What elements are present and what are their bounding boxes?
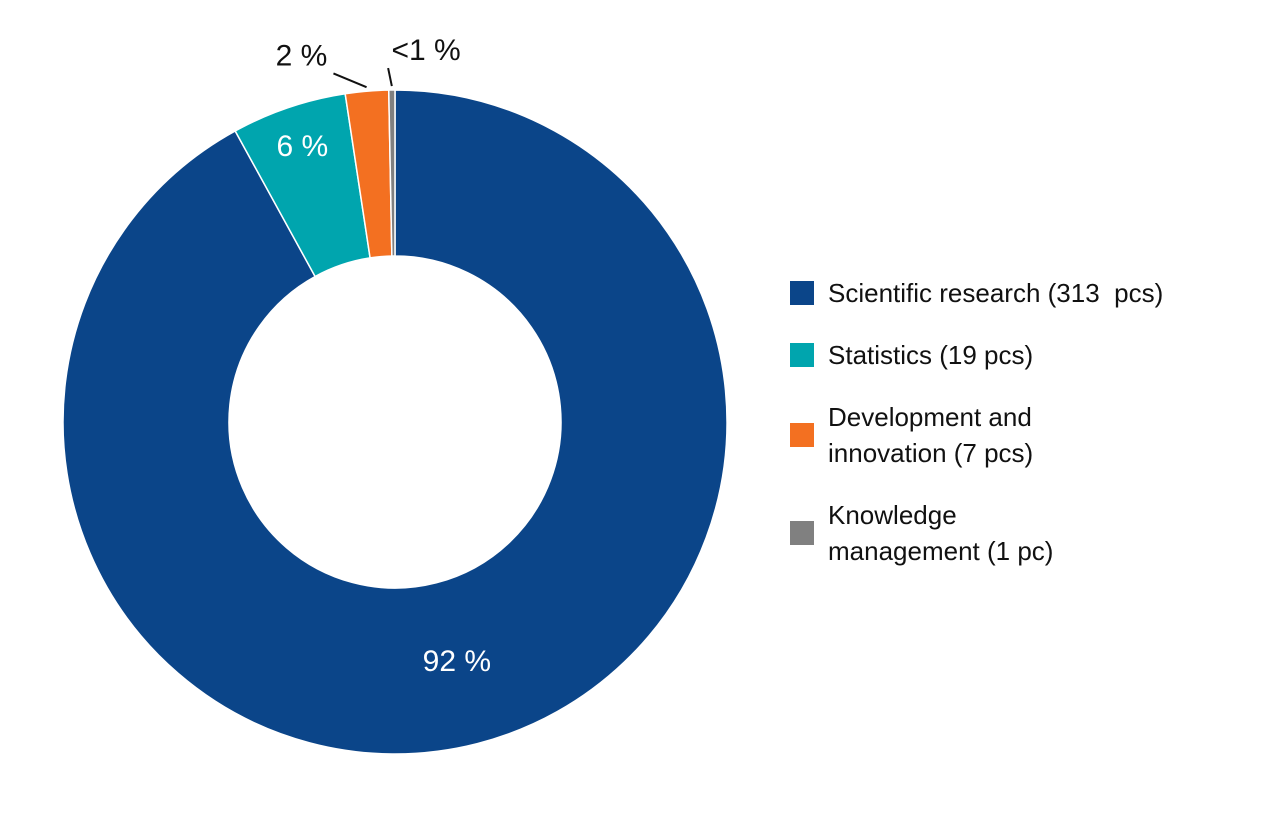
legend: Scientific research (313 pcs) Statistics … [790,275,1260,595]
donut-slice [62,89,728,755]
legend-swatch [790,521,814,545]
legend-item: Statistics (19 pcs) [790,337,1260,373]
legend-item: Scientific research (313 pcs) [790,275,1260,311]
legend-label: Statistics (19 pcs) [828,340,1034,370]
slice-label: 2 % [276,39,328,72]
legend-label: Development and innovation (7 pcs) [828,402,1040,468]
slice-label: 92 % [423,645,491,678]
slice-label: <1 % [392,34,461,67]
legend-label: Knowledge management (1 pc) [828,500,1054,566]
legend-swatch [790,281,814,305]
legend-item: Knowledge management (1 pc) [790,497,1260,569]
donut-slice [387,89,396,257]
leader-line [333,72,367,89]
legend-label: Scientific research (313 pcs) [828,278,1164,308]
legend-item: Development and innovation (7 pcs) [790,399,1260,471]
legend-swatch [790,423,814,447]
legend-swatch [790,343,814,367]
slice-label: 6 % [276,130,328,163]
leader-line [387,67,393,87]
